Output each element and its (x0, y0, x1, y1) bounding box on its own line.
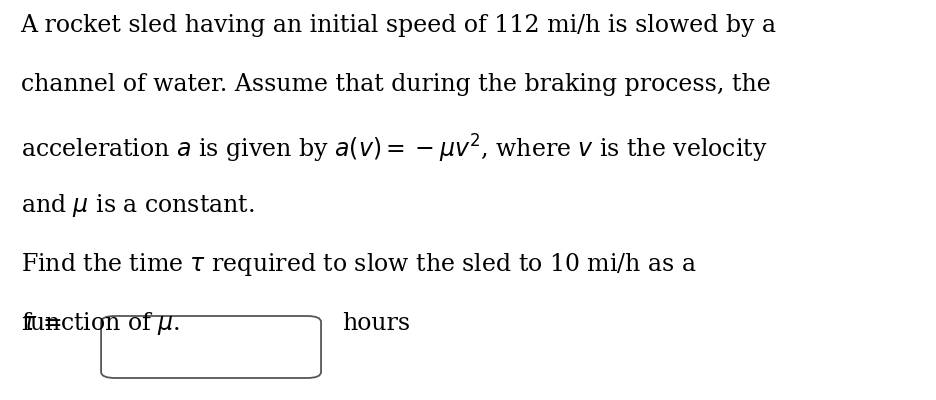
Text: and $\mu$ is a constant.: and $\mu$ is a constant. (21, 192, 255, 218)
Text: function of $\mu$.: function of $\mu$. (21, 310, 180, 337)
Text: A rocket sled having an initial speed of 112 mi/h is slowed by a: A rocket sled having an initial speed of… (21, 14, 777, 37)
Text: $\tau$ =: $\tau$ = (21, 312, 62, 336)
Text: channel of water. Assume that during the braking process, the: channel of water. Assume that during the… (21, 73, 770, 96)
Text: hours: hours (342, 312, 410, 336)
Text: Find the time $\tau$ required to slow the sled to 10 mi/h as a: Find the time $\tau$ required to slow th… (21, 251, 696, 278)
Text: acceleration $a$ is given by $a(v) = -\mu v^2$, where $v$ is the velocity: acceleration $a$ is given by $a(v) = -\m… (21, 132, 768, 164)
FancyBboxPatch shape (101, 316, 321, 378)
